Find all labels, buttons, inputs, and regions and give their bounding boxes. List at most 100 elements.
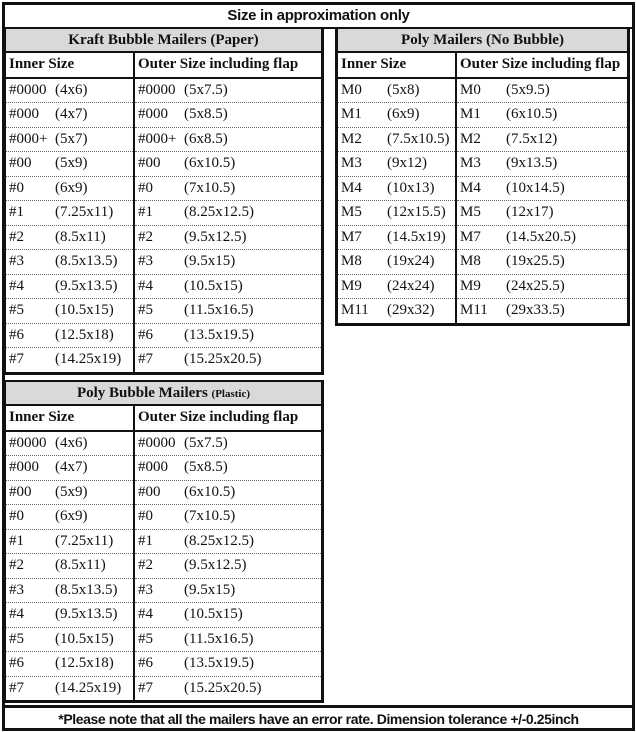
column-header-inner: Inner Size <box>6 52 134 79</box>
outer-size-cell: #000 (5x8.5) <box>133 455 321 481</box>
column-header-outer: Outer Size including flap <box>133 405 321 432</box>
inner-size-cell: M1 (6x9) <box>338 102 456 128</box>
inner-size-cell: #5 (10.5x15) <box>6 627 134 652</box>
inner-size-cell: M3 (9x12) <box>338 151 456 177</box>
outer-size-cell: #5 (11.5x16.5) <box>133 298 321 324</box>
column-header-inner: Inner Size <box>6 405 134 432</box>
table-row: #0 (6x9) #0 (7x10.5) <box>6 504 321 530</box>
outer-size-cell: M2 (7.5x12) <box>455 127 627 152</box>
outer-size-cell: #2 (9.5x12.5) <box>133 553 321 579</box>
table-row: #00 (5x9) #00 (6x10.5) <box>6 480 321 505</box>
page-title: Size in approximation only <box>5 5 632 29</box>
table-row: M2 (7.5x10.5) M2 (7.5x12) <box>338 127 627 152</box>
outer-size-cell: #000+ (6x8.5) <box>133 127 321 152</box>
table-row: M1 (6x9) M1 (6x10.5) <box>338 102 627 128</box>
inner-size-cell: #6 (12.5x18) <box>6 323 134 348</box>
outer-size-cell: #4 (10.5x15) <box>133 602 321 628</box>
table-row: #2 (8.5x11) #2 (9.5x12.5) <box>6 225 321 250</box>
inner-size-cell: #5 (10.5x15) <box>6 298 134 324</box>
table-row: M5 (12x15.5) M5 (12x17) <box>338 200 627 226</box>
table-row: #1 (7.25x11) #1 (8.25x12.5) <box>6 529 321 554</box>
outer-size-cell: M7 (14.5x20.5) <box>455 225 627 250</box>
inner-size-cell: #3 (8.5x13.5) <box>6 578 134 603</box>
table-row: M9 (24x24) M9 (24x25.5) <box>338 274 627 299</box>
inner-size-cell: #2 (8.5x11) <box>6 553 134 579</box>
outer-size-cell: M0 (5x9.5) <box>455 77 627 103</box>
inner-size-cell: M2 (7.5x10.5) <box>338 127 456 152</box>
inner-size-cell: #00 (5x9) <box>6 480 134 505</box>
column-header-outer: Outer Size including flap <box>455 52 627 79</box>
poly-mailers-table: Poly Mailers (No Bubble) Inner Size Outer … <box>335 27 630 326</box>
table-row: #3 (8.5x13.5) #3 (9.5x15) <box>6 578 321 603</box>
table-row: #7 (14.25x19) #7 (15.25x20.5) <box>6 676 321 700</box>
outer-size-cell: #0 (7x10.5) <box>133 504 321 530</box>
table-row: M11 (29x32) M11 (29x33.5) <box>338 298 627 323</box>
table-row: #6 (12.5x18) #6 (13.5x19.5) <box>6 323 321 348</box>
inner-size-cell: M4 (10x13) <box>338 176 456 201</box>
table-row: #0000 (4x6) #0000 (5x7.5) <box>6 430 321 456</box>
table-row: #5 (10.5x15) #5 (11.5x16.5) <box>6 627 321 652</box>
outer-size-cell: #6 (13.5x19.5) <box>133 323 321 348</box>
outer-size-cell: #4 (10.5x15) <box>133 274 321 299</box>
inner-size-cell: #1 (7.25x11) <box>6 200 134 226</box>
outer-size-cell: M5 (12x17) <box>455 200 627 226</box>
table-row: M4 (10x13) M4 (10x14.5) <box>338 176 627 201</box>
outer-size-cell: #1 (8.25x12.5) <box>133 200 321 226</box>
table-row: #7 (14.25x19) #7 (15.25x20.5) <box>6 347 321 372</box>
table-row: #00 (5x9) #00 (6x10.5) <box>6 151 321 177</box>
inner-size-cell: #6 (12.5x18) <box>6 651 134 677</box>
outer-size-cell: #5 (11.5x16.5) <box>133 627 321 652</box>
inner-size-cell: #7 (14.25x19) <box>9 679 122 696</box>
column-header-inner: Inner Size <box>338 52 456 79</box>
inner-size-cell: #000 (4x7) <box>6 455 134 481</box>
table-title: Kraft Bubble Mailers (Paper) <box>6 27 321 53</box>
outer-size-cell: M9 (24x25.5) <box>455 274 627 299</box>
table-row: #000+ (5x7) #000+ (6x8.5) <box>6 127 321 152</box>
inner-size-cell: #3 (8.5x13.5) <box>6 249 134 275</box>
table-row: #4 (9.5x13.5) #4 (10.5x15) <box>6 274 321 299</box>
poly-bubble-mailers-table: Poly Bubble Mailers (Plastic) Inner Size O… <box>3 380 324 703</box>
outer-size-cell: #000 (5x8.5) <box>133 102 321 128</box>
outer-size-cell: #0000 (5x7.5) <box>133 430 321 456</box>
kraft-bubble-mailers-table: Kraft Bubble Mailers (Paper) Inner Size Ou… <box>3 27 324 375</box>
outer-size-cell: #7 (15.25x20.5) <box>133 676 321 700</box>
outer-size-cell: #7 (15.25x20.5) <box>133 347 321 372</box>
inner-size-cell: M11 (29x32) <box>341 302 435 319</box>
outer-size-cell: #1 (8.25x12.5) <box>133 529 321 554</box>
table-row: #2 (8.5x11) #2 (9.5x12.5) <box>6 553 321 579</box>
inner-size-cell: #000 (4x7) <box>6 102 134 128</box>
outer-size-cell: #00 (6x10.5) <box>133 480 321 505</box>
inner-size-cell: M0 (5x8) <box>338 77 456 103</box>
inner-size-cell: M8 (19x24) <box>338 249 456 275</box>
inner-size-cell: M5 (12x15.5) <box>338 200 456 226</box>
table-row: #6 (12.5x18) #6 (13.5x19.5) <box>6 651 321 677</box>
inner-size-cell: #0000 (4x6) <box>6 77 134 103</box>
inner-size-cell: M7 (14.5x19) <box>338 225 456 250</box>
outer-size-cell: M3 (9x13.5) <box>455 151 627 177</box>
outer-size-cell: #00 (6x10.5) <box>133 151 321 177</box>
inner-size-cell: #2 (8.5x11) <box>6 225 134 250</box>
table-row: M0 (5x8) M0 (5x9.5) <box>338 77 627 103</box>
outer-size-cell: M4 (10x14.5) <box>455 176 627 201</box>
outer-size-cell: M1 (6x10.5) <box>455 102 627 128</box>
column-header-outer: Outer Size including flap <box>133 52 321 79</box>
table-row: #1 (7.25x11) #1 (8.25x12.5) <box>6 200 321 226</box>
inner-size-cell: #0 (6x9) <box>6 504 134 530</box>
table-row: #5 (10.5x15) #5 (11.5x16.5) <box>6 298 321 324</box>
table-row: #4 (9.5x13.5) #4 (10.5x15) <box>6 602 321 628</box>
table-row: #0000 (4x6) #0000 (5x7.5) <box>6 77 321 103</box>
outer-size-cell: #0000 (5x7.5) <box>133 77 321 103</box>
table-title: Poly Mailers (No Bubble) <box>338 27 627 53</box>
inner-size-cell: #000+ (5x7) <box>6 127 134 152</box>
outer-size-cell: #2 (9.5x12.5) <box>133 225 321 250</box>
inner-size-cell: #4 (9.5x13.5) <box>6 274 134 299</box>
inner-size-cell: #00 (5x9) <box>6 151 134 177</box>
table-row: M8 (19x24) M8 (19x25.5) <box>338 249 627 275</box>
table-row: #000 (4x7) #000 (5x8.5) <box>6 102 321 128</box>
inner-size-cell: #7 (14.25x19) <box>9 351 122 368</box>
inner-size-cell: #0 (6x9) <box>6 176 134 201</box>
table-row: #000 (4x7) #000 (5x8.5) <box>6 455 321 481</box>
table-title: Poly Bubble Mailers (Plastic) <box>6 380 321 406</box>
table-row: M7 (14.5x19) M7 (14.5x20.5) <box>338 225 627 250</box>
table-row: #3 (8.5x13.5) #3 (9.5x15) <box>6 249 321 275</box>
